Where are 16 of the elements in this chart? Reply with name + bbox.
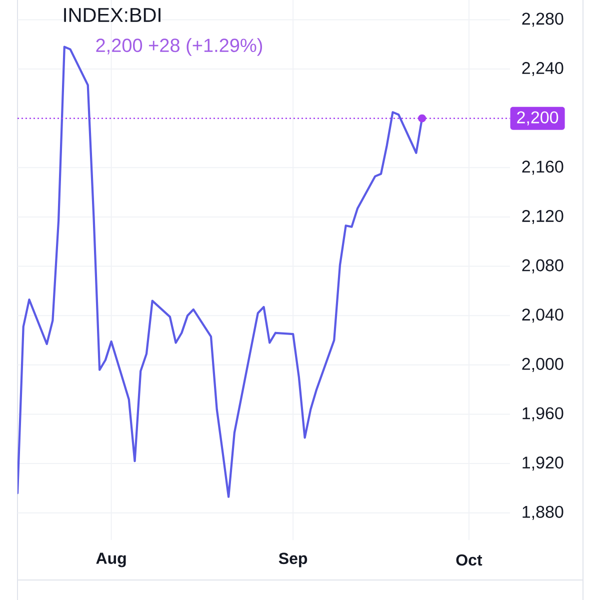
y-tick-label: 2,280 bbox=[522, 12, 564, 27]
x-tick-label: Sep bbox=[278, 552, 308, 568]
y-tick-label: 1,920 bbox=[522, 456, 564, 471]
chart-title: INDEX:BDI bbox=[64, 8, 160, 22]
y-tick-label: 2,120 bbox=[522, 210, 564, 224]
y-tick-label: 2,240 bbox=[522, 62, 564, 76]
ref-line-label: 2,200 bbox=[517, 111, 558, 126]
x-tick-label: Oct bbox=[456, 554, 482, 566]
y-tick-label: 2,040 bbox=[522, 308, 564, 323]
y-tick-label: 2,160 bbox=[522, 160, 564, 175]
y-tick-label: 1,960 bbox=[522, 407, 564, 422]
y-tick-label: 2,080 bbox=[522, 259, 564, 274]
text: 2,200 +28 (+1.29%) bbox=[96, 38, 262, 56]
y-tick-label: 2,000 bbox=[522, 358, 564, 372]
x-tick-label: Aug bbox=[96, 552, 126, 568]
y-tick-label: 1,880 bbox=[522, 506, 564, 520]
